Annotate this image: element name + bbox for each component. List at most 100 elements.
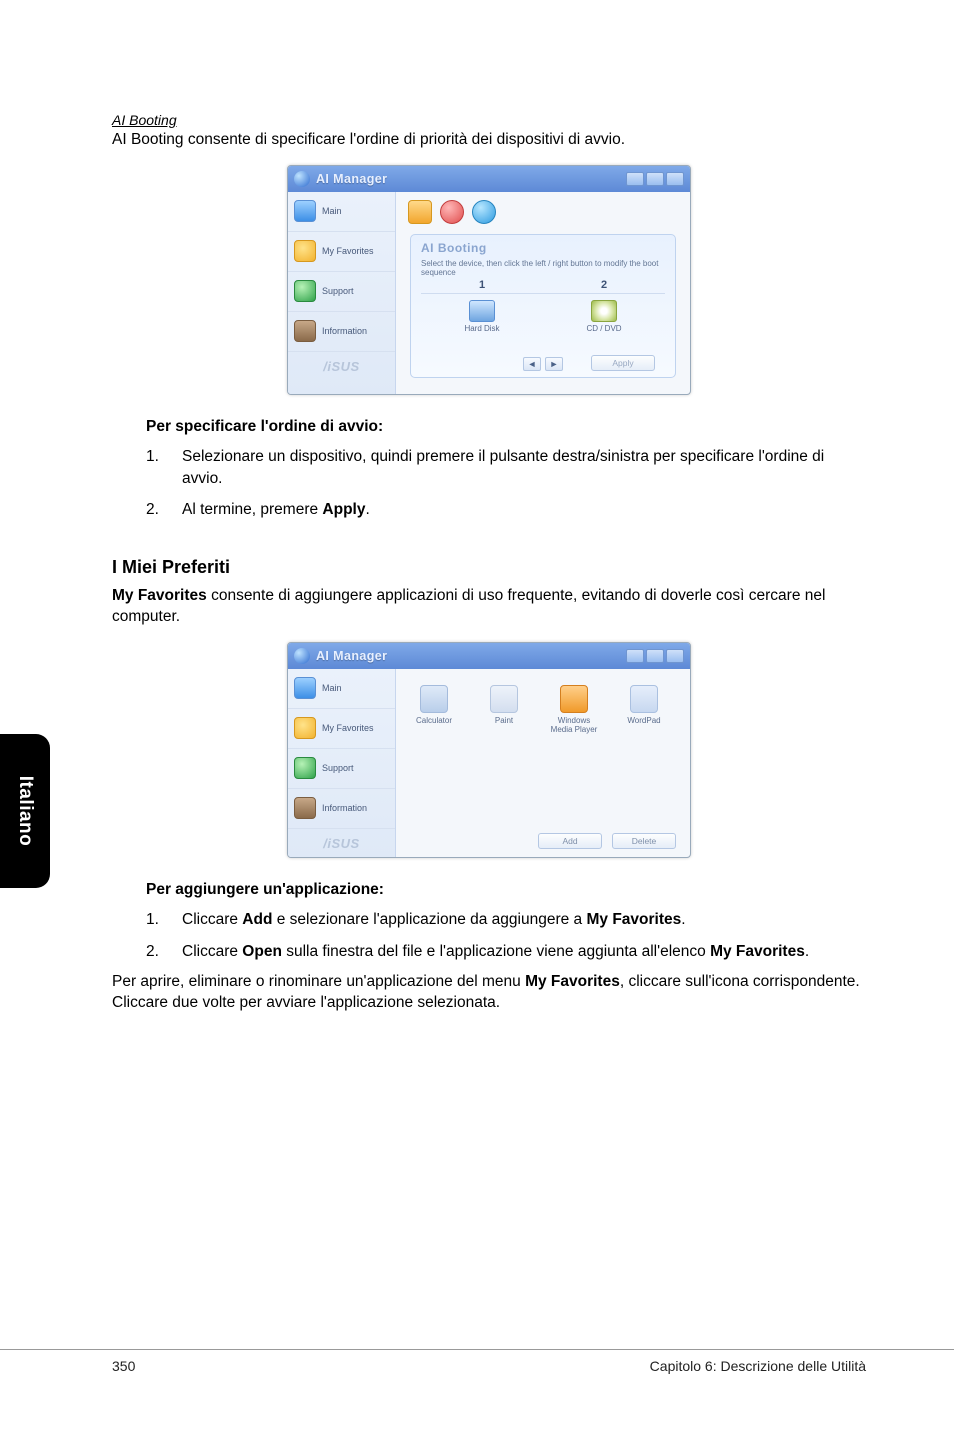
page-footer: 350 Capitolo 6: Descrizione delle Utilit… <box>0 1349 954 1374</box>
chapter-label: Capitolo 6: Descrizione delle Utilità <box>650 1358 866 1374</box>
list-item: 1. Cliccare Add e selezionare l'applicaz… <box>146 909 866 931</box>
list-number: 1. <box>146 909 182 931</box>
media-player-icon <box>560 685 588 713</box>
favorite-item[interactable]: Calculator <box>408 685 460 735</box>
maximize-icon[interactable] <box>646 649 664 663</box>
list-text: Al termine, premere Apply. <box>182 499 866 521</box>
sidebar-item-favorites[interactable]: My Favorites <box>288 232 395 272</box>
sidebar-item-main[interactable]: Main <box>288 192 395 232</box>
boot-slot-1[interactable]: 1 Hard Disk <box>421 279 543 336</box>
sidebar-item-label: My Favorites <box>322 246 374 256</box>
ai-manager-window-2: AI Manager Main My Favorites Support Inf… <box>287 642 691 858</box>
move-right-button[interactable]: ► <box>545 357 563 371</box>
slot-number: 1 <box>421 279 543 294</box>
closing-paragraph: Per aprire, eliminare o rinominare un'ap… <box>112 972 866 1014</box>
favorites-icon <box>294 717 316 739</box>
intro-bold: My Favorites <box>112 587 207 604</box>
panel-title: AI Booting <box>421 241 665 255</box>
list-number: 1. <box>146 446 182 489</box>
close-icon[interactable] <box>666 649 684 663</box>
sidebar-item-support[interactable]: Support <box>288 272 395 312</box>
brand-logo: /iSUS <box>288 352 395 382</box>
device-harddisk[interactable]: Hard Disk <box>464 300 499 333</box>
add-button[interactable]: Add <box>538 833 602 849</box>
list-item: 2. Cliccare Open sulla finestra del file… <box>146 941 866 963</box>
favorites-grid: Calculator Paint Windows Media Player Wo… <box>396 669 690 751</box>
my-favorites-screenshot: AI Manager Main My Favorites Support Inf… <box>112 642 866 863</box>
page: Italiano AI Booting AI Booting consente … <box>0 0 954 1438</box>
sidebar-item-information[interactable]: Information <box>288 312 395 352</box>
favorite-item[interactable]: Windows Media Player <box>548 685 600 735</box>
toolbar-icon-2[interactable] <box>440 200 464 224</box>
toolbar-icon-1[interactable] <box>408 200 432 224</box>
information-icon <box>294 797 316 819</box>
harddisk-icon <box>469 300 495 322</box>
brand-logo: /iSUS <box>288 829 395 858</box>
sidebar-item-label: Main <box>322 683 342 693</box>
bottom-buttons: Add Delete <box>538 833 676 849</box>
favorite-label: Paint <box>478 717 530 726</box>
language-tab-label: Italiano <box>14 776 36 847</box>
ai-booting-intro: AI Booting consente di specificare l'ord… <box>112 130 866 151</box>
favorites-icon <box>294 240 316 262</box>
list-number: 2. <box>146 941 182 963</box>
list-item: 1. Selezionare un dispositivo, quindi pr… <box>146 446 866 489</box>
sidebar-item-support[interactable]: Support <box>288 749 395 789</box>
device-label: Hard Disk <box>464 324 499 333</box>
main-icon <box>294 677 316 699</box>
ai-manager-window-1: AI Manager Main My Favorites Support Inf… <box>287 165 691 395</box>
boot-slot-2[interactable]: 2 CD / DVD <box>543 279 665 336</box>
information-icon <box>294 320 316 342</box>
panel-hint: Select the device, then click the left /… <box>421 259 665 277</box>
favorite-label: Windows Media Player <box>548 717 600 735</box>
device-cddvd[interactable]: CD / DVD <box>586 300 621 333</box>
window-title: AI Manager <box>316 172 387 186</box>
paint-icon <box>490 685 518 713</box>
cddvd-icon <box>591 300 617 322</box>
sidebar-item-label: Support <box>322 763 354 773</box>
sidebar: Main My Favorites Support Information /i… <box>288 669 396 857</box>
page-number: 350 <box>112 1358 135 1374</box>
list-text: Cliccare Add e selezionare l'applicazion… <box>182 909 866 931</box>
close-icon[interactable] <box>666 172 684 186</box>
titlebar: AI Manager <box>288 166 690 192</box>
sidebar-item-label: Information <box>322 326 367 336</box>
window-body: Main My Favorites Support Information /i… <box>288 669 690 857</box>
delete-button[interactable]: Delete <box>612 833 676 849</box>
boot-slots: 1 Hard Disk 2 CD / DVD <box>421 279 665 336</box>
sidebar-item-label: My Favorites <box>322 723 374 733</box>
add-app-list: 1. Cliccare Add e selezionare l'applicaz… <box>146 909 866 962</box>
main-icon <box>294 200 316 222</box>
window-controls[interactable] <box>626 649 684 663</box>
language-tab: Italiano <box>0 734 50 888</box>
window-title: AI Manager <box>316 649 387 663</box>
spec-order-heading: Per specificare l'ordine di avvio: <box>146 418 866 436</box>
minimize-icon[interactable] <box>626 649 644 663</box>
app-logo-icon <box>294 648 310 664</box>
list-text: Selezionare un dispositivo, quindi preme… <box>182 446 866 489</box>
window-controls[interactable] <box>626 172 684 186</box>
device-label: CD / DVD <box>586 324 621 333</box>
sidebar-item-main[interactable]: Main <box>288 669 395 709</box>
toolbar-icon-3[interactable] <box>472 200 496 224</box>
ai-booting-screenshot: AI Manager Main My Favorites Support Inf… <box>112 165 866 400</box>
sidebar-item-favorites[interactable]: My Favorites <box>288 709 395 749</box>
favorite-item[interactable]: Paint <box>478 685 530 735</box>
my-favorites-heading: I Miei Preferiti <box>112 557 866 578</box>
calculator-icon <box>420 685 448 713</box>
move-left-button[interactable]: ◄ <box>523 357 541 371</box>
slot-number: 2 <box>543 279 665 294</box>
sidebar-item-label: Information <box>322 803 367 813</box>
sidebar-item-label: Support <box>322 286 354 296</box>
wordpad-icon <box>630 685 658 713</box>
my-favorites-intro: My Favorites consente di aggiungere appl… <box>112 586 866 628</box>
window-body: Main My Favorites Support Information /i… <box>288 192 690 394</box>
toolbar <box>396 192 690 232</box>
sidebar-item-information[interactable]: Information <box>288 789 395 829</box>
favorite-item[interactable]: WordPad <box>618 685 670 735</box>
maximize-icon[interactable] <box>646 172 664 186</box>
main-pane: AI Booting Select the device, then click… <box>396 192 690 394</box>
support-icon <box>294 757 316 779</box>
apply-button[interactable]: Apply <box>591 355 655 371</box>
minimize-icon[interactable] <box>626 172 644 186</box>
